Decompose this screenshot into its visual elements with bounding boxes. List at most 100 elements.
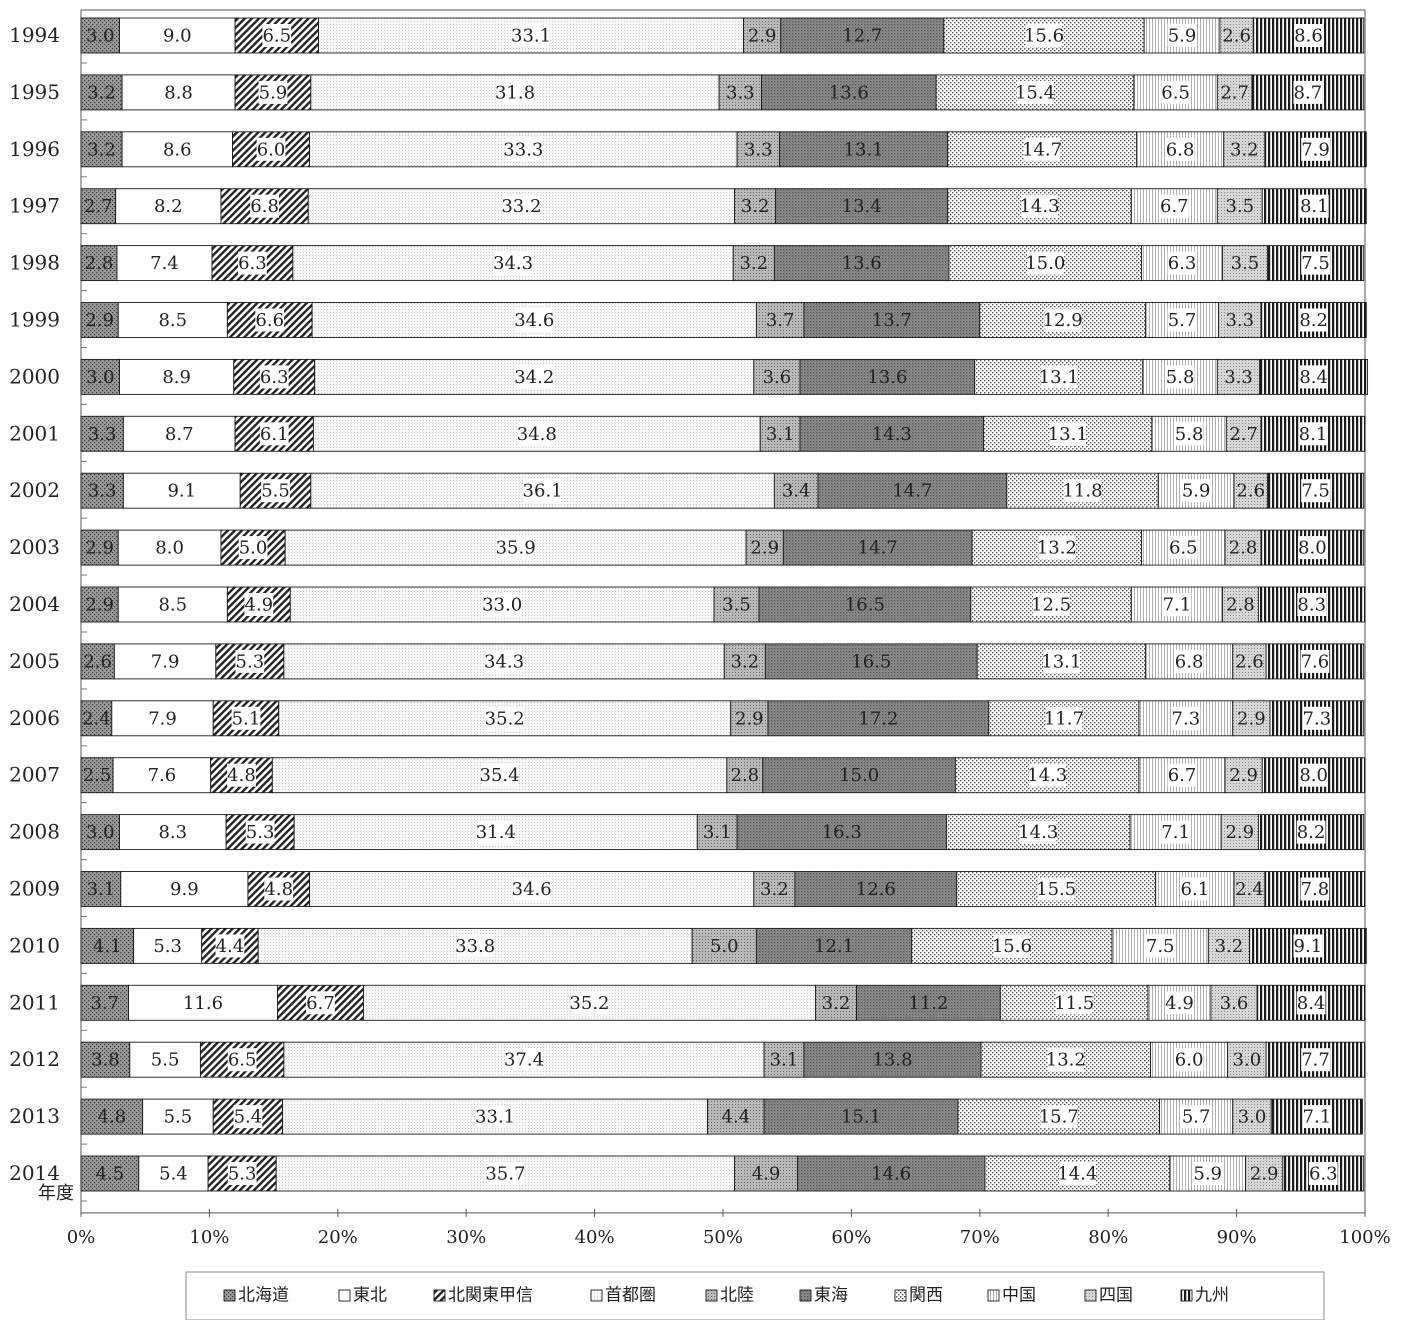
data-label-bg [215,934,245,958]
bar-segment [1270,1098,1363,1135]
legend-label: 九州 [1195,1286,1229,1306]
y-tick-label: 1998 [9,251,60,275]
bar-row-1994: 3.0 9.0 6.5 33.1 2.9 12.7 15.6 5.9 2.6 8.6 [80,17,1365,54]
data-label: 33.2 [501,196,541,217]
data-label: 5.3 [153,936,182,957]
data-label: 3.2 [731,651,760,672]
data-label: 5.9 [259,82,288,103]
data-label: 6.0 [257,139,286,160]
data-label-bg [1302,706,1332,730]
bar-segment [80,415,124,452]
bar-segment [1216,74,1253,111]
bar-segment [691,927,757,964]
data-label: 6.5 [1169,538,1198,559]
data-label: 7.1 [1303,1107,1332,1128]
data-label: 35.9 [496,538,536,559]
data-label-bg [477,820,514,844]
data-label: 7.4 [150,253,179,274]
data-label-bg [485,649,523,673]
data-label-bg [516,308,553,332]
data-label: 5.5 [261,481,290,502]
data-label: 5.9 [1168,26,1197,47]
data-label-bg [162,24,192,47]
data-label: 15.7 [1039,1107,1079,1128]
plot-area: 3.0 9.0 6.5 33.1 2.9 12.7 15.6 5.9 2.6 8.6 3.2 8.8 5… [80,9,1369,1214]
data-label: 8.0 [1299,765,1328,786]
data-label-bg [159,1162,188,1185]
legend-label: 東北 [353,1286,387,1306]
data-label: 16.5 [851,651,891,672]
data-label: 15.4 [1015,82,1055,103]
data-label-bg [1168,536,1198,560]
bar-segment [732,245,775,282]
bar-segment [803,1041,982,1078]
y-tick-label: 2013 [9,1104,60,1128]
data-label: 33.3 [503,139,543,160]
data-label-bg [1174,649,1204,673]
data-label: 2.7 [1220,82,1249,103]
data-label: 15.6 [1024,26,1064,47]
data-label: 3.4 [782,481,811,502]
data-label: 3.0 [86,822,115,843]
bar-segment [803,302,981,338]
data-label: 4.8 [227,765,256,786]
data-label-bg [1044,308,1081,332]
data-label: 3.6 [1220,993,1249,1014]
y-tick-label: 2004 [9,592,60,616]
data-label: 6.8 [1175,651,1204,672]
data-label: 11.5 [1054,993,1094,1014]
bar-segment [80,245,118,282]
data-label-bg [1145,934,1175,958]
data-label: 2.6 [83,651,112,672]
data-label: 4.5 [96,1164,125,1185]
data-label: 8.7 [165,424,194,445]
data-label: 3.1 [703,822,732,843]
data-label-bg [1059,1162,1096,1185]
data-label: 5.5 [151,1050,180,1071]
data-label: 13.8 [872,1050,912,1071]
data-label-bg [476,1105,514,1129]
data-label: 34.8 [517,424,557,445]
data-label: 3.5 [1225,196,1254,217]
bar-segment [80,188,117,225]
data-label-bg [1021,194,1058,218]
data-label-bg [1047,1048,1085,1072]
data-label: 13.6 [829,82,869,103]
data-label-bg [150,251,179,275]
legend-swatch [987,1289,1000,1302]
data-label: 7.5 [1146,936,1175,957]
data-label-bg [167,479,197,503]
bar-segment [759,415,801,452]
data-label-bg [238,536,268,560]
data-label-bg [158,593,188,616]
data-label: 6.6 [255,310,284,331]
data-label: 12.7 [842,26,882,47]
y-tick-label: 2005 [9,649,60,673]
bar-segment [707,1098,765,1135]
bar-segment [775,188,949,225]
data-label-bg [256,137,286,161]
data-label: 33.1 [511,26,551,47]
data-label: 2.7 [1229,424,1258,445]
bar-segment [762,757,956,794]
data-label-bg [513,877,550,901]
legend-item: 九州 [1180,1286,1229,1306]
data-label: 11.2 [908,993,948,1014]
legend-item: 東北 [338,1286,387,1306]
data-label-bg [993,934,1031,958]
data-label-bg [227,1048,257,1072]
data-label-bg [1180,877,1210,901]
data-label: 33.0 [482,595,522,616]
data-label: 8.2 [1297,822,1326,843]
data-label: 6.0 [1175,1050,1204,1071]
data-label: 12.9 [1043,310,1083,331]
data-label: 13.7 [872,310,912,331]
data-label: 15.5 [1036,879,1076,900]
data-label: 3.7 [766,310,795,331]
data-label: 8.1 [1300,196,1329,217]
data-label-bg [1165,991,1194,1015]
bar-row-1996: 3.2 8.6 6.0 33.3 3.3 13.1 14.7 6.8 3.2 7.9 [80,131,1367,168]
data-label: 13.6 [842,253,882,274]
data-label: 6.7 [1160,196,1189,217]
data-label: 13.1 [1039,367,1079,388]
